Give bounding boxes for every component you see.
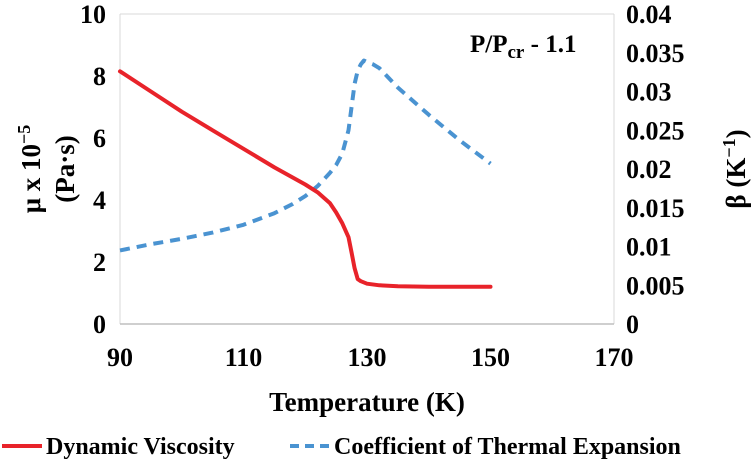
y-right-tick-label: 0.015 xyxy=(626,194,685,223)
y-left-tick-label: 2 xyxy=(93,248,106,277)
x-tick-label: 90 xyxy=(107,343,133,372)
y-right-tick-label: 0.005 xyxy=(626,271,685,300)
series-line-thermal-expansion xyxy=(119,58,492,253)
y-right-tick-label: 0.035 xyxy=(626,39,685,68)
x-tick-label: 150 xyxy=(471,343,510,372)
svg-text:μ x 10−5: μ x 10−5 xyxy=(14,125,46,214)
y-right-tick-label: 0.04 xyxy=(626,0,672,29)
y-left-tick-label: 4 xyxy=(93,186,106,215)
y-left-tick-labels: 0 2 4 6 8 10 xyxy=(80,0,106,339)
y-right-tick-label: 0 xyxy=(626,310,639,339)
legend-label-viscosity: Dynamic Viscosity xyxy=(46,434,235,460)
y-right-tick-label: 0.02 xyxy=(626,155,672,184)
y-left-axis-title: μ x 10−5 (Pa·s) xyxy=(14,125,80,214)
series-line-viscosity xyxy=(118,69,493,289)
legend: Dynamic Viscosity Coefficient of Thermal… xyxy=(2,434,681,460)
y-right-tick-label: 0.01 xyxy=(626,233,672,262)
y-right-axis-title: β (K−1) xyxy=(719,129,751,208)
x-tick-labels: 90 110 130 150 170 xyxy=(107,343,634,372)
y-right-tick-labels: 0 0.005 0.01 0.015 0.02 0.025 0.03 0.035 0.04 xyxy=(626,0,685,339)
x-tick-label: 130 xyxy=(348,343,387,372)
x-tick-label: 170 xyxy=(595,343,634,372)
x-tick-label: 110 xyxy=(225,343,263,372)
y-right-tick-label: 0.025 xyxy=(626,116,685,145)
x-axis-title: Temperature (K) xyxy=(269,387,465,417)
y-left-tick-label: 8 xyxy=(93,62,106,91)
y-left-tick-label: 10 xyxy=(80,0,106,29)
svg-text:(Pa·s): (Pa·s) xyxy=(50,135,80,203)
y-left-tick-label: 6 xyxy=(93,124,106,153)
legend-label-expansion: Coefficient of Thermal Expansion xyxy=(334,434,681,460)
series-lines xyxy=(118,58,493,289)
svg-text:β (K−1): β (K−1) xyxy=(719,129,751,208)
y-left-tick-label: 0 xyxy=(93,310,106,339)
pressure-ratio-annotation: P/Pcr - 1.1 xyxy=(470,31,576,63)
y-right-tick-label: 0.03 xyxy=(626,78,672,107)
